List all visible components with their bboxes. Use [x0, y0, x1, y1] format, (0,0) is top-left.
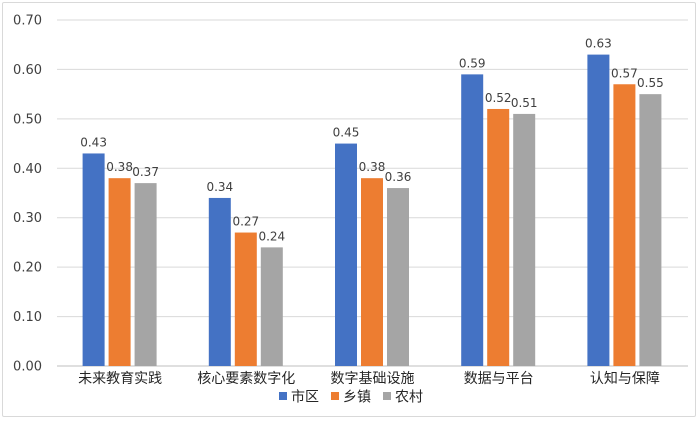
- data-label: 0.57: [611, 66, 638, 80]
- legend-swatch: [383, 392, 391, 400]
- legend-swatch: [279, 392, 287, 400]
- bar-3-1: [134, 183, 157, 366]
- bar-2-3: [361, 178, 383, 366]
- bar-1-2: [208, 197, 231, 366]
- data-label: 0.27: [232, 215, 259, 229]
- y-tick-label: 0.50: [13, 112, 42, 127]
- legend: 市区 乡镇 农村: [279, 389, 423, 406]
- bar-2-4: [487, 108, 510, 366]
- y-tick-label: 0.40: [13, 162, 42, 177]
- x-axis: 未来教育实践 核心要素数字化 数字基础设施 数据与平台 认知与保障: [78, 370, 660, 387]
- y-axis: 0.00 0.10 0.20 0.30 0.40 0.50 0.60 0.70: [13, 14, 42, 375]
- y-tick-label: 0.70: [13, 14, 42, 29]
- data-label: 0.59: [459, 56, 486, 70]
- legend-swatch: [331, 392, 339, 400]
- data-label: 0.52: [485, 91, 512, 105]
- legend-label: 市区: [291, 389, 319, 406]
- bar-2-5: [613, 84, 636, 366]
- bar-1-1: [82, 153, 105, 366]
- gridlines: [57, 19, 688, 367]
- bar-3-4: [513, 113, 536, 367]
- data-label: 0.36: [385, 170, 412, 184]
- data-label: 0.55: [637, 76, 664, 90]
- bar-1-3: [335, 143, 357, 366]
- y-tick-label: 0.60: [13, 63, 42, 78]
- y-tick-label: 0.20: [13, 261, 42, 276]
- category-label: 数字基础设施: [331, 370, 415, 387]
- data-label: 0.38: [106, 160, 133, 174]
- data-label: 0.51: [511, 96, 538, 110]
- category-label: 认知与保障: [590, 370, 660, 387]
- y-tick-label: 0.30: [13, 211, 42, 226]
- bars: [82, 54, 662, 367]
- category-label: 未来教育实践: [78, 371, 162, 387]
- y-tick-label: 0.00: [13, 360, 42, 375]
- data-label: 0.63: [585, 37, 612, 51]
- data-label: 0.24: [258, 229, 285, 243]
- bar-2-1: [108, 178, 131, 366]
- category-label: 核心要素数字化: [197, 371, 295, 387]
- legend-label: 农村: [395, 390, 423, 406]
- data-label: 0.38: [359, 160, 386, 174]
- bar-1-4: [461, 74, 484, 366]
- bar-2-2: [234, 232, 257, 366]
- legend-label: 乡镇: [343, 390, 371, 406]
- data-label: 0.43: [80, 135, 107, 149]
- bar-3-2: [260, 247, 283, 366]
- data-label: 0.45: [333, 126, 360, 140]
- data-label: 0.37: [132, 165, 159, 179]
- data-label: 0.34: [206, 180, 233, 194]
- data-labels: 0.430.38 0.370.340.270.240.450.380.360.59…: [80, 37, 664, 244]
- bar-3-3: [387, 188, 409, 366]
- bar-1-5: [587, 54, 610, 366]
- category-label: 数据与平台: [464, 371, 534, 387]
- bar-3-5: [639, 94, 662, 367]
- y-tick-label: 0.10: [13, 310, 42, 325]
